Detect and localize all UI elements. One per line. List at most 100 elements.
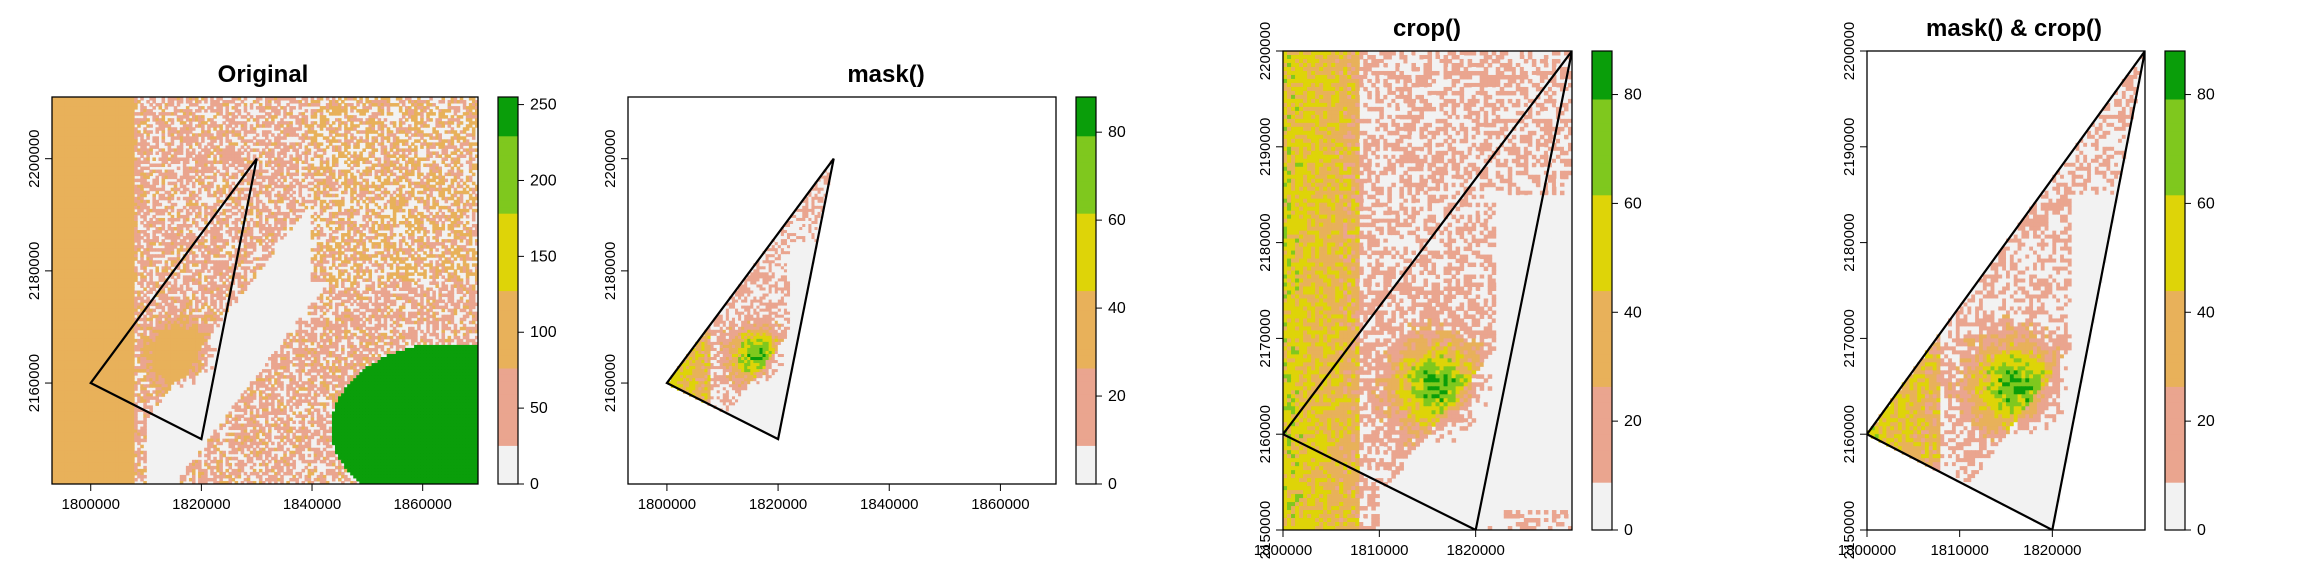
raster-cell — [82, 166, 86, 171]
raster-cell — [115, 230, 120, 234]
raster-cell — [401, 236, 406, 240]
raster-cell — [362, 193, 366, 198]
raster-cell — [182, 160, 187, 165]
raster-cell — [465, 112, 470, 116]
raster-cell — [188, 121, 193, 125]
raster-cell — [128, 251, 132, 255]
raster-cell — [52, 175, 56, 180]
raster-cell — [225, 112, 229, 116]
raster-cell — [368, 217, 372, 222]
raster-cell — [453, 236, 458, 240]
raster-cell — [155, 254, 159, 258]
raster-cell — [128, 230, 132, 234]
raster-cell — [155, 121, 159, 125]
raster-cell — [462, 208, 467, 213]
raster-cell — [103, 217, 108, 222]
raster-cell — [167, 223, 172, 228]
raster-cell — [161, 251, 166, 255]
raster-cell — [365, 100, 369, 104]
raster-cell — [435, 154, 439, 158]
raster-cell — [67, 136, 71, 140]
raster-cell — [365, 208, 369, 213]
raster-cell — [152, 239, 156, 243]
raster-cell — [164, 230, 169, 234]
raster-cell — [64, 103, 68, 107]
raster-cell — [277, 157, 281, 161]
raster-cell — [389, 230, 394, 234]
raster-cell — [118, 199, 123, 204]
raster-cell — [438, 181, 442, 186]
raster-cell — [450, 160, 455, 165]
raster-cell — [61, 121, 65, 125]
raster-cell — [462, 245, 467, 249]
raster-cell — [334, 109, 339, 113]
raster-cell — [289, 184, 293, 189]
raster-cell — [61, 227, 65, 231]
raster-cell — [91, 163, 96, 168]
raster-cell — [88, 154, 93, 158]
raster-cell — [112, 127, 117, 131]
raster-cell — [94, 236, 99, 240]
raster-cell — [170, 239, 175, 243]
raster-cell — [149, 208, 153, 213]
raster-cell — [316, 233, 321, 237]
raster-cell — [85, 254, 90, 258]
raster-cell — [70, 245, 74, 249]
raster-cell — [134, 130, 138, 134]
raster-cell — [228, 230, 233, 234]
raster-cell — [441, 239, 446, 243]
raster-cell — [252, 118, 257, 122]
raster-cell — [207, 133, 211, 137]
raster-cell — [100, 115, 105, 119]
raster-cell — [414, 227, 418, 231]
raster-cell — [255, 148, 260, 152]
raster-cell — [88, 187, 93, 192]
raster-cell — [258, 142, 263, 146]
raster-cell — [140, 236, 144, 240]
raster-cell — [234, 157, 239, 161]
raster-cell — [82, 148, 86, 152]
raster-cell — [331, 157, 336, 161]
raster-cell — [395, 151, 400, 155]
raster-cell — [188, 145, 193, 149]
raster-cell — [137, 157, 141, 161]
raster-cell — [268, 181, 272, 186]
raster-cell — [118, 154, 123, 158]
raster-cell — [115, 112, 120, 116]
raster-cell — [106, 157, 111, 161]
raster-cell — [152, 248, 156, 252]
raster-cell — [420, 112, 424, 116]
raster-cell — [94, 214, 99, 219]
raster-cell — [82, 227, 86, 231]
raster-cell — [386, 254, 391, 258]
raster-cell — [112, 217, 117, 222]
raster-cell — [231, 106, 236, 110]
raster-cell — [121, 220, 126, 225]
raster-cell — [134, 178, 138, 183]
raster-cell — [359, 184, 363, 189]
raster-cell — [61, 254, 65, 258]
raster-cell — [450, 172, 455, 177]
raster-cell — [121, 172, 126, 177]
raster-cell — [350, 208, 354, 213]
raster-cell — [280, 121, 284, 125]
raster-cell — [304, 184, 309, 189]
raster-cell — [404, 217, 409, 222]
raster-cell — [462, 142, 467, 146]
raster-cell — [301, 208, 306, 213]
raster-cell — [79, 130, 83, 134]
raster-cell — [121, 242, 126, 246]
raster-cell — [161, 124, 166, 128]
raster-cell — [334, 220, 339, 225]
raster-cell — [100, 124, 105, 128]
raster-cell — [417, 220, 421, 225]
raster-cell — [268, 211, 272, 216]
raster-cell — [170, 251, 175, 255]
raster-cell — [268, 199, 272, 204]
raster-cell — [128, 115, 132, 119]
raster-cell — [313, 142, 318, 146]
raster-cell — [307, 166, 312, 171]
raster-cell — [319, 112, 324, 116]
raster-cell — [188, 242, 193, 246]
raster-cell — [438, 193, 442, 198]
